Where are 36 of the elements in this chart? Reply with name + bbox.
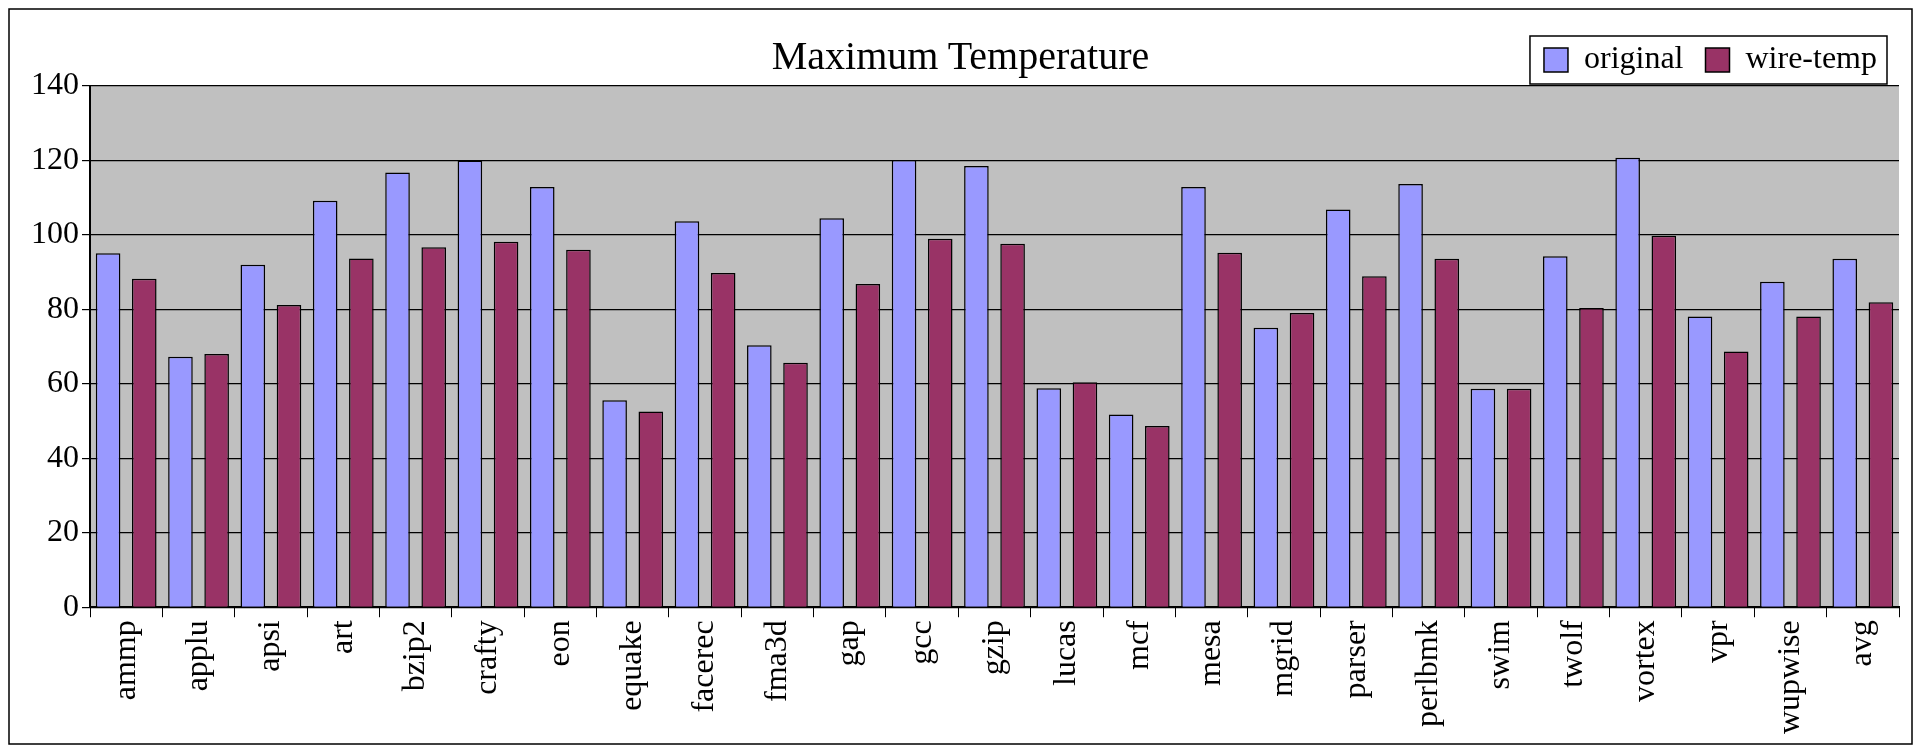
x-tick-label: bzip2	[395, 620, 432, 692]
x-tick-label: applu	[177, 620, 214, 692]
x-tick-label: vpr	[1697, 619, 1734, 663]
y-tick-label: 40	[47, 437, 79, 474]
x-tick-label: facerec	[684, 620, 721, 713]
x-tick-label: crafty	[467, 620, 504, 695]
x-tick-label: parser	[1335, 619, 1372, 699]
x-tick-label: ammp	[105, 620, 142, 701]
legend-label: original	[1583, 39, 1684, 76]
x-tick-label: gap	[829, 620, 866, 667]
x-tick-label: avg	[1842, 620, 1879, 667]
x-tick-label: lucas	[1046, 620, 1083, 686]
x-tick-label: swim	[1480, 620, 1517, 690]
x-tick-label: twolf	[1552, 619, 1589, 688]
x-tick-label: fma3d	[756, 620, 793, 702]
y-tick-label: 80	[47, 288, 79, 325]
x-tick-label: gzip	[973, 620, 1010, 676]
y-tick-label: 60	[47, 363, 79, 400]
x-tick-label: mgrid	[1263, 620, 1300, 697]
legend-label: wire-temp	[1745, 39, 1877, 76]
y-tick-label: 120	[31, 139, 79, 176]
x-tick-label: perlbmk	[1408, 620, 1445, 727]
y-tick-label: 0	[63, 586, 79, 623]
x-tick-label: art	[322, 620, 359, 654]
chart-title: Maximum Temperature	[771, 33, 1150, 78]
x-tick-label: eon	[539, 620, 576, 667]
y-tick-label: 20	[47, 512, 79, 549]
x-tick-label: apsi	[250, 620, 287, 672]
y-tick-label: 100	[31, 214, 79, 251]
x-tick-label: mesa	[1190, 620, 1227, 686]
x-tick-label: vortex	[1625, 620, 1662, 702]
x-tick-label: mcf	[1118, 619, 1155, 670]
x-tick-label: equake	[612, 620, 649, 711]
y-tick-label: 140	[31, 65, 79, 102]
x-tick-label: gcc	[901, 620, 938, 665]
x-tick-label: wupwise	[1769, 620, 1806, 734]
